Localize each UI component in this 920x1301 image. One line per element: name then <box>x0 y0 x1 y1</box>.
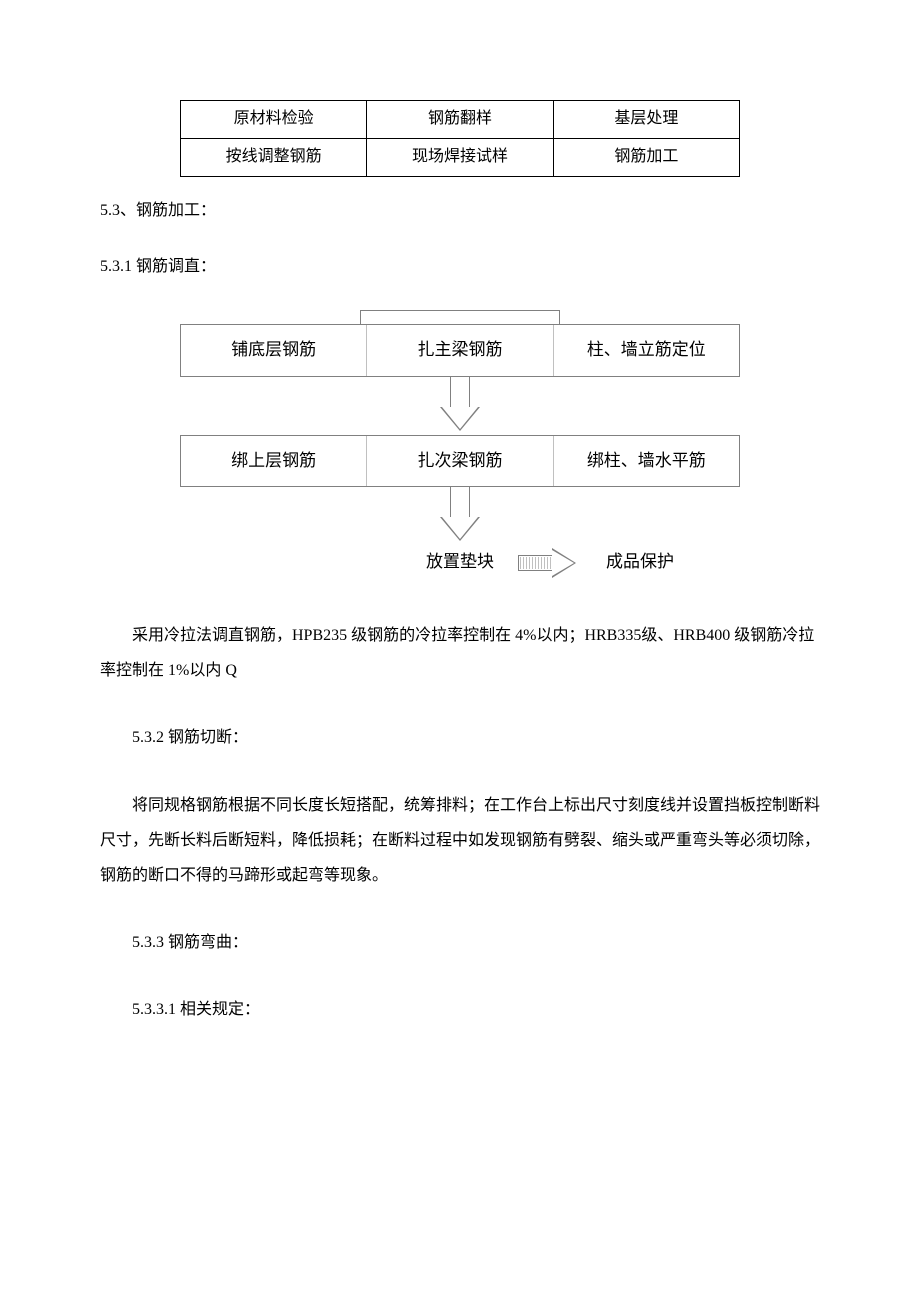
flow-node: 柱、墙立筋定位 <box>554 325 739 376</box>
flow-node: 铺底层钢筋 <box>181 325 367 376</box>
table-cell: 钢筋翻样 <box>367 101 553 139</box>
table-cell: 按线调整钢筋 <box>181 138 367 176</box>
heading-5-3-1: 5.3.1 钢筋调直： <box>100 253 820 282</box>
heading-5-3-3-1: 5.3.3.1 相关规定： <box>100 992 820 1027</box>
flow-arrow-right-icon <box>518 548 582 578</box>
process-flowchart: 铺底层钢筋 扎主梁钢筋 柱、墙立筋定位 绑上层钢筋 扎次梁钢筋 绑柱、墙水平筋 … <box>180 310 740 578</box>
flow-arrow-down <box>180 487 740 545</box>
table-cell: 钢筋加工 <box>553 138 739 176</box>
heading-5-3: 5.3、钢筋加工： <box>100 197 820 226</box>
flow-node: 扎次梁钢筋 <box>367 436 553 487</box>
flow-arrow-down <box>180 377 740 435</box>
flow-row-2: 绑上层钢筋 扎次梁钢筋 绑柱、墙水平筋 <box>180 435 740 488</box>
flow-node: 绑上层钢筋 <box>181 436 367 487</box>
flow-node-label: 放置垫块 <box>426 547 494 578</box>
flow-node: 绑柱、墙水平筋 <box>554 436 739 487</box>
heading-5-3-2: 5.3.2 钢筋切断： <box>100 720 820 755</box>
table-cell: 基层处理 <box>553 101 739 139</box>
flow-node: 扎主梁钢筋 <box>367 325 553 376</box>
table-cell: 现场焊接试样 <box>367 138 553 176</box>
flow-connector-stub <box>360 310 560 324</box>
heading-5-3-3: 5.3.3 钢筋弯曲： <box>100 925 820 960</box>
paragraph-cold-drawing: 采用冷拉法调直钢筋，HPB235 级钢筋的冷拉率控制在 4%以内；HRB335级… <box>100 618 820 688</box>
flow-bottom-row: 放置垫块 成品保护 <box>180 547 740 578</box>
flow-row-1: 铺底层钢筋 扎主梁钢筋 柱、墙立筋定位 <box>180 324 740 377</box>
flow-node-label: 成品保护 <box>606 547 674 578</box>
table-cell: 原材料检验 <box>181 101 367 139</box>
material-process-table: 原材料检验 钢筋翻样 基层处理 按线调整钢筋 现场焊接试样 钢筋加工 <box>180 100 740 177</box>
paragraph-cutting: 将同规格钢筋根据不同长度长短搭配，统筹排料；在工作台上标出尺寸刻度线并设置挡板控… <box>100 788 820 894</box>
